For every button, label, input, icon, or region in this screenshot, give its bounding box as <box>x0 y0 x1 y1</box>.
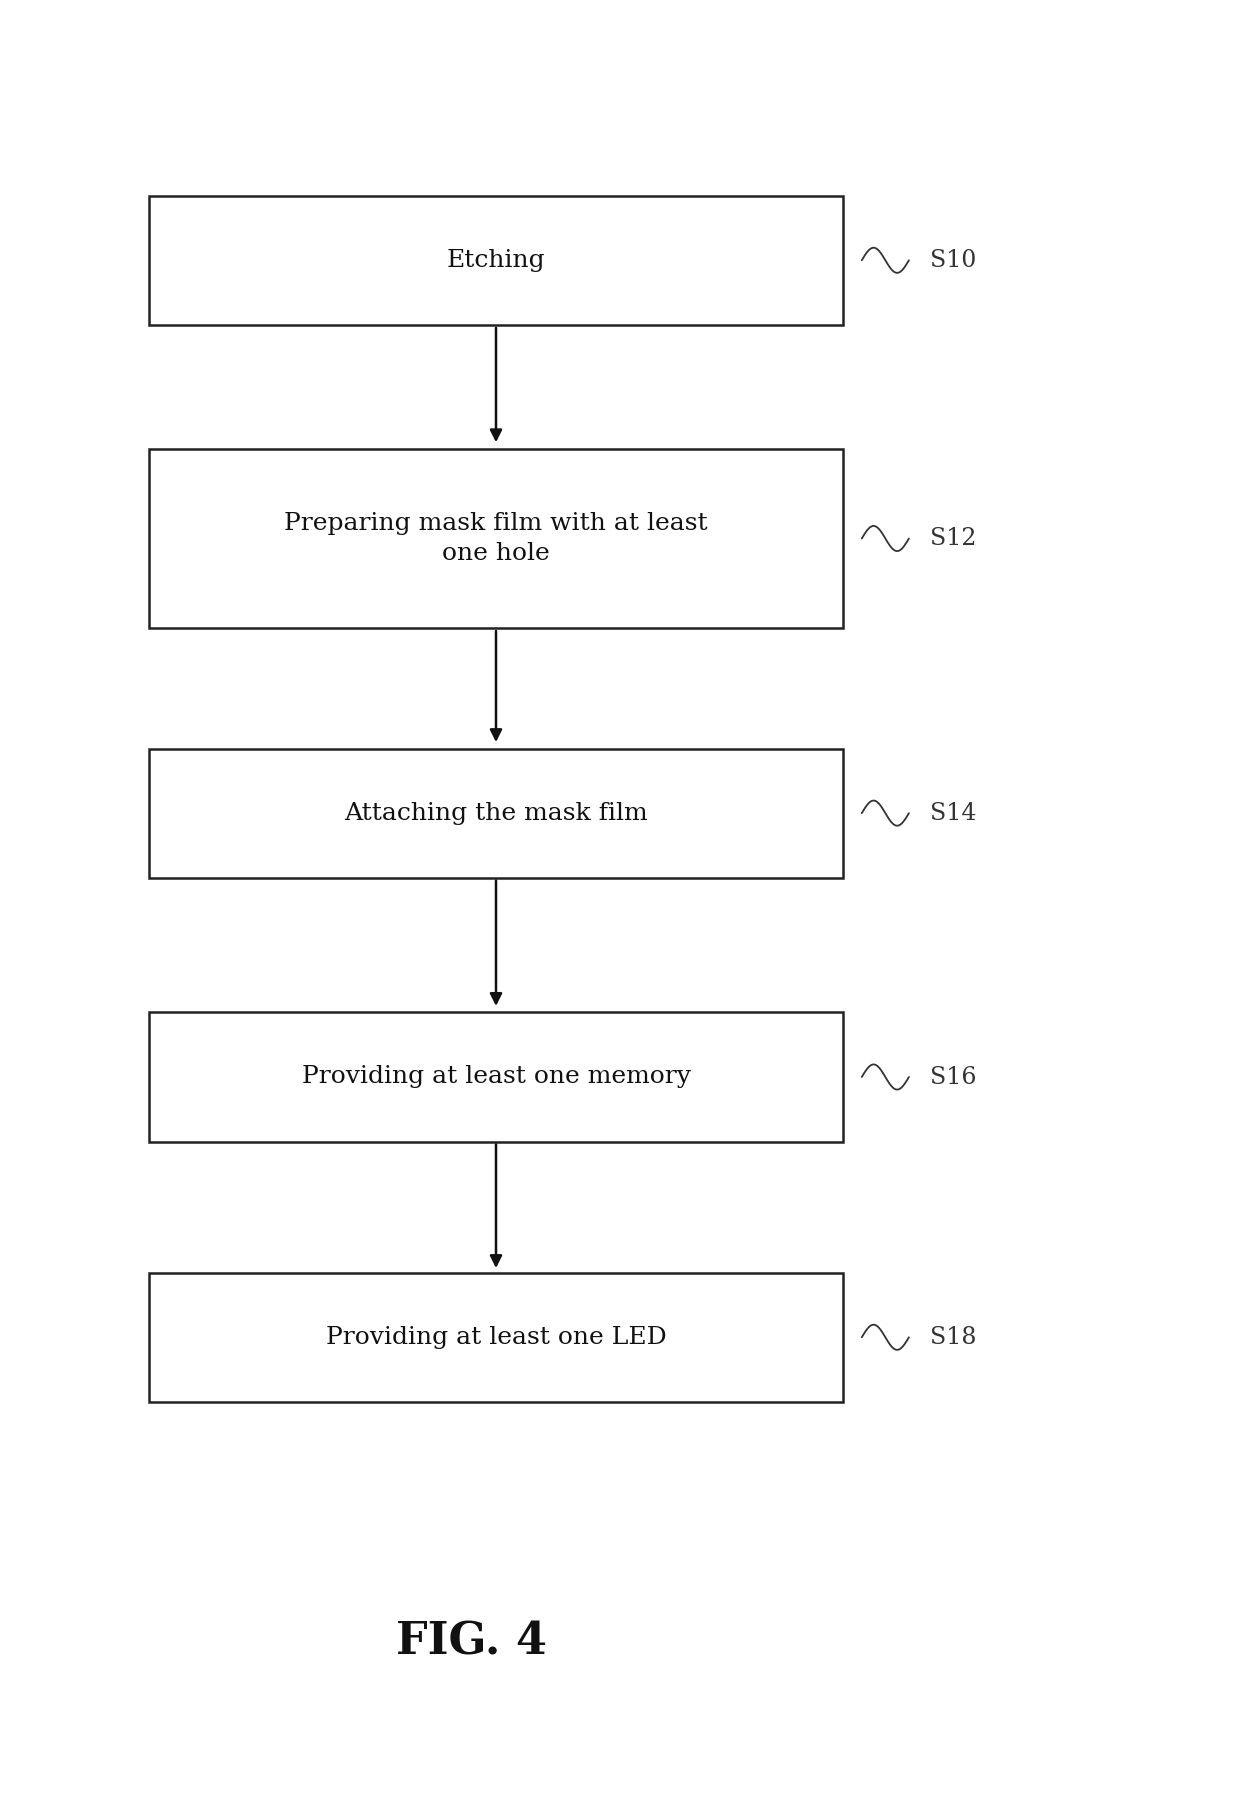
Text: Providing at least one memory: Providing at least one memory <box>301 1066 691 1088</box>
Text: S16: S16 <box>930 1066 977 1088</box>
Bar <box>149 1273 843 1402</box>
Text: Providing at least one LED: Providing at least one LED <box>326 1327 666 1348</box>
Text: Etching: Etching <box>446 250 546 271</box>
Bar <box>149 749 843 878</box>
Bar <box>149 449 843 628</box>
Text: Preparing mask film with at least
one hole: Preparing mask film with at least one ho… <box>284 512 708 565</box>
Text: S12: S12 <box>930 528 977 549</box>
Text: Attaching the mask film: Attaching the mask film <box>345 802 647 824</box>
Text: S18: S18 <box>930 1327 977 1348</box>
Bar <box>149 196 843 325</box>
Bar <box>149 1012 843 1142</box>
Text: S10: S10 <box>930 250 976 271</box>
Text: S14: S14 <box>930 802 977 824</box>
Text: FIG. 4: FIG. 4 <box>396 1621 547 1664</box>
